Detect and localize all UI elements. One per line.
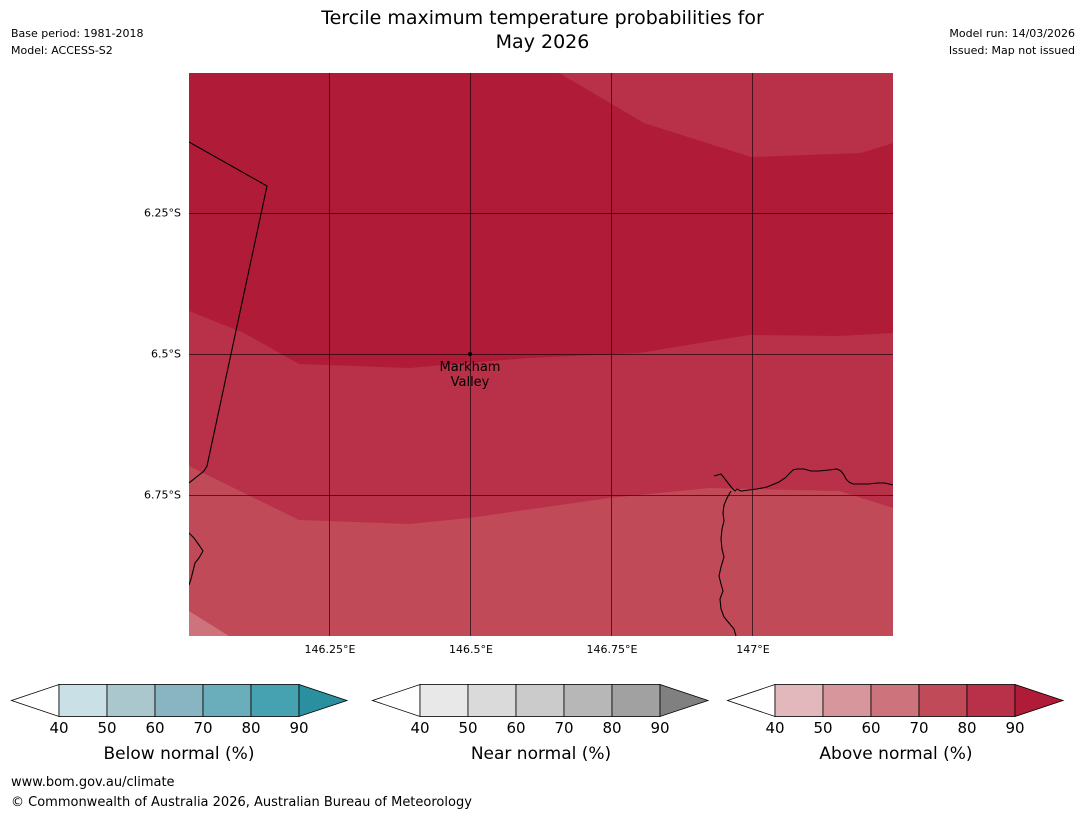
legend-tick-label: 60: [145, 719, 165, 737]
colorbar-low-extend: [726, 683, 776, 718]
colorbar-segment: [202, 684, 252, 717]
place-label: Markham Valley: [440, 360, 501, 390]
map-title-line2: May 2026: [495, 31, 590, 53]
lat-tick-label: 6.25°S: [144, 206, 181, 220]
colorbar-segment: [515, 684, 565, 717]
colorbar-segment: [58, 684, 108, 717]
colorbar-segment: [822, 684, 872, 717]
legend-tick-label: 90: [289, 719, 309, 737]
legend-tick-label: 40: [765, 719, 785, 737]
issued-label: Issued: Map not issued: [948, 44, 1075, 57]
legend-tick-label: 70: [193, 719, 213, 737]
legend-below-normal: [10, 683, 349, 718]
lat-tick-label: 6.75°S: [144, 488, 181, 502]
legend-tick-label: 50: [813, 719, 833, 737]
legend-tick-label: 70: [909, 719, 929, 737]
model-run-label: Model run: 14/03/2026: [949, 27, 1075, 40]
colorbar-low-extend: [371, 683, 421, 718]
legend-tick-label: 50: [458, 719, 478, 737]
colorbar-segment: [870, 684, 920, 717]
zone-above-80-north: [559, 73, 893, 157]
legend-tick-label: 50: [97, 719, 117, 737]
colorbar-below-normal: [10, 683, 349, 718]
probability-map[interactable]: [189, 73, 893, 636]
western-coast-line: [189, 532, 204, 586]
legend-tick-label: 60: [506, 719, 526, 737]
colorbar-high-extend: [659, 683, 710, 718]
lon-tick-label: 146.75°E: [586, 643, 638, 656]
footer-url[interactable]: www.bom.gov.au/climate: [11, 775, 175, 790]
colorbar-segment: [966, 684, 1016, 717]
zone-above-90: [189, 73, 893, 368]
colorbar-segment: [106, 684, 156, 717]
legend-tick-label: 40: [410, 719, 430, 737]
lon-tick-label: 147°E: [736, 643, 770, 656]
place-label-line1: Markham: [439, 360, 501, 375]
colorbar-segment: [250, 684, 300, 717]
base-period-label: Base period: 1981-2018: [11, 27, 144, 40]
legend-label-above-normal: Above normal (%): [819, 744, 973, 764]
footer-copyright: © Commonwealth of Australia 2026, Austra…: [11, 795, 472, 810]
colorbar-high-extend: [1014, 683, 1065, 718]
legend-tick-label: 90: [1005, 719, 1025, 737]
colorbar-segment: [563, 684, 613, 717]
location-marker: [468, 352, 472, 356]
legend-tick-label: 80: [957, 719, 977, 737]
colorbar-segment: [154, 684, 204, 717]
legend-near-normal: [371, 683, 710, 718]
legend-label-near-normal: Near normal (%): [470, 744, 612, 764]
colorbar-high-extend: [298, 683, 349, 718]
colorbar-low-extend: [10, 683, 60, 718]
river-line: [718, 490, 737, 636]
colorbar-segment: [774, 684, 824, 717]
colorbar-segment: [467, 684, 517, 717]
colorbar-segment: [611, 684, 661, 717]
model-label: Model: ACCESS-S2: [11, 44, 113, 57]
colorbar-above-normal: [726, 683, 1065, 718]
zone-above-60: [189, 611, 229, 636]
map-title-line1: Tercile maximum temperature probabilitie…: [321, 7, 764, 29]
legend-tick-label: 40: [49, 719, 69, 737]
legend-above-normal: [726, 683, 1065, 718]
legend-label-below-normal: Below normal (%): [103, 744, 255, 764]
colorbar-segment: [918, 684, 968, 717]
coastline: [189, 141, 893, 636]
legend-tick-label: 80: [602, 719, 622, 737]
lon-tick-label: 146.25°E: [304, 643, 356, 656]
western-boundary-line: [189, 141, 268, 484]
colorbar-near-normal: [371, 683, 710, 718]
lat-tick-label: 6.5°S: [151, 347, 181, 361]
lon-tick-label: 146.5°E: [449, 643, 493, 656]
legend-tick-label: 80: [241, 719, 261, 737]
eastern-coast-line: [713, 468, 893, 492]
legend-tick-label: 70: [554, 719, 574, 737]
legend-tick-label: 60: [861, 719, 881, 737]
colorbar-segment: [419, 684, 469, 717]
legend-tick-label: 90: [650, 719, 670, 737]
map-title: Tercile maximum temperature probabilitie…: [0, 6, 1085, 54]
place-label-line2: Valley: [450, 375, 490, 390]
